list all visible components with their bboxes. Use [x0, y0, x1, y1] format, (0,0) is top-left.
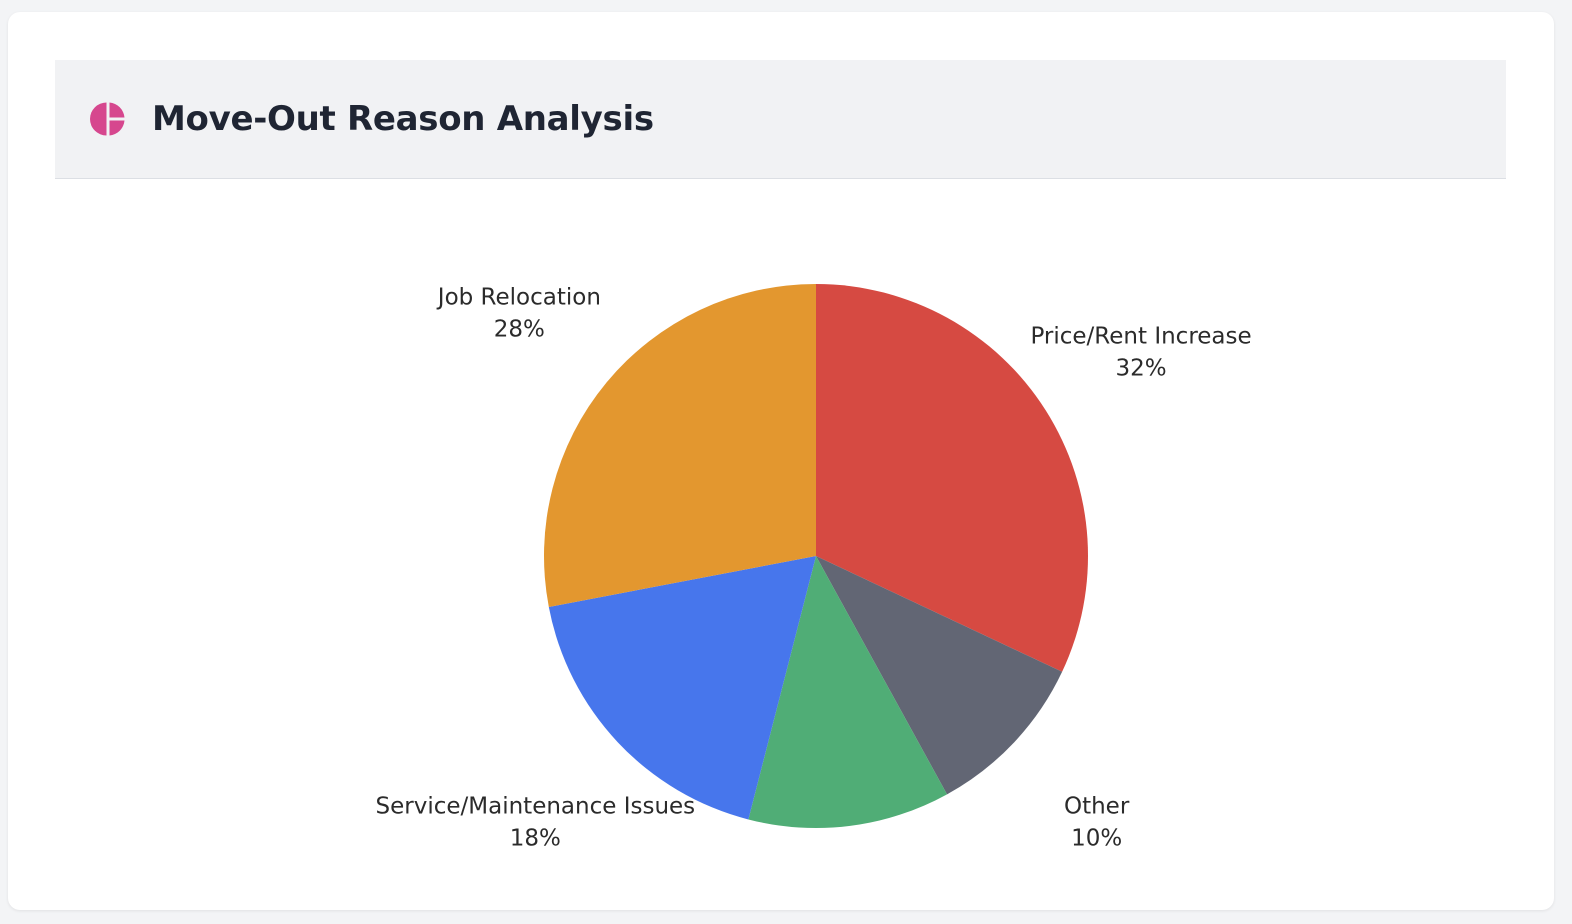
slice-label-name: Other — [1064, 794, 1130, 820]
slice-label-percent: 10% — [1071, 826, 1122, 852]
slice-label-name: Job Relocation — [436, 285, 601, 311]
slice-label-name: Price/Rent Increase — [1030, 324, 1251, 350]
pie-chart-icon — [90, 101, 126, 137]
pie-slice-service-maintenance-issues[interactable] — [548, 556, 816, 820]
pie-slice-job-relocation[interactable] — [544, 284, 816, 607]
chart-card: Move-Out Reason Analysis Price/Rent Incr… — [8, 12, 1554, 924]
slice-label-price-rent-increase: Price/Rent Increase 32% — [1030, 324, 1251, 382]
card-header: Move-Out Reason Analysis — [55, 60, 1506, 179]
slice-label-percent: 32% — [1116, 356, 1167, 382]
slice-label-job-relocation: Job Relocation 28% — [436, 285, 601, 343]
pie-chart-svg: Price/Rent Increase32%Other10%Lifestyle … — [376, 284, 1252, 924]
card-title: Move-Out Reason Analysis — [152, 99, 654, 139]
slice-label-percent: 28% — [494, 317, 545, 343]
pie-slice-other[interactable] — [816, 556, 1063, 795]
slice-label-percent: 18% — [510, 826, 561, 852]
slice-label-service-maintenance-issues: Service/Maintenance Issues 18% — [376, 794, 696, 852]
slice-label-other: Other 10% — [1064, 794, 1130, 852]
pie-chart: Price/Rent Increase32%Other10%Lifestyle … — [8, 12, 1554, 924]
slice-label-name: Service/Maintenance Issues — [376, 794, 696, 820]
pie-slice-lifestyle-change[interactable] — [748, 556, 948, 828]
pie-slice-price-rent-increase[interactable] — [816, 284, 1088, 672]
